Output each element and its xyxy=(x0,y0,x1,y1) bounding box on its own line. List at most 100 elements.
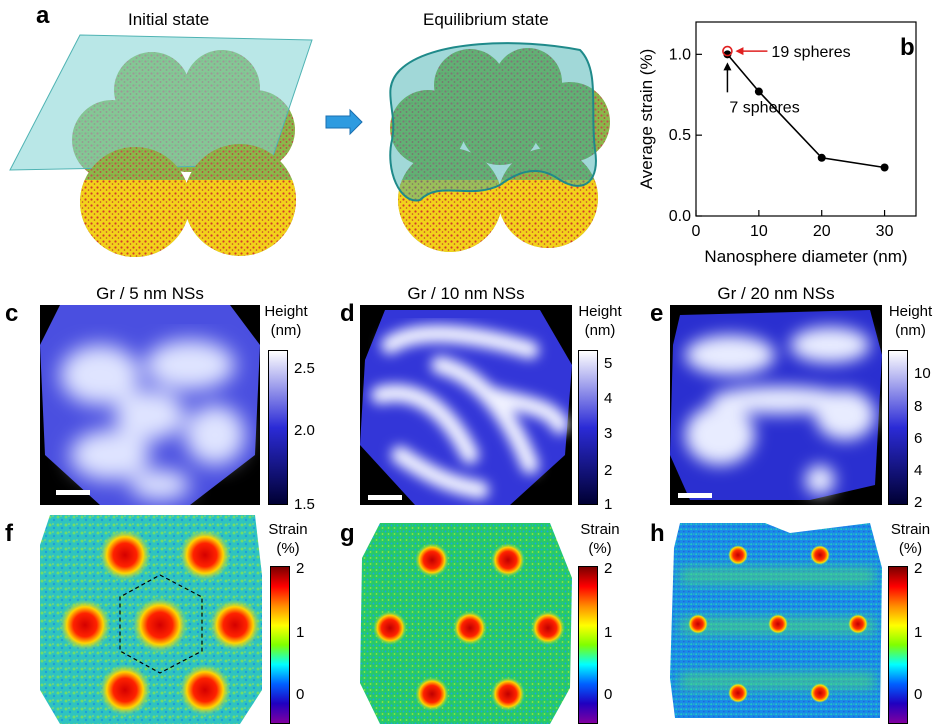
colorbar-title-h: Strain (%) xyxy=(890,521,931,557)
annotation-7-spheres: 7 spheres xyxy=(729,99,799,116)
strain-hotspot xyxy=(99,664,151,716)
tick-label: 1 xyxy=(914,624,923,641)
strain-hotspot xyxy=(209,599,261,651)
height-map-e xyxy=(670,305,882,505)
colorbar-h xyxy=(888,566,908,724)
strain-hotspot xyxy=(531,611,565,645)
colorbar-title-d: Height (nm) xyxy=(578,303,622,339)
nanosphere xyxy=(530,82,610,162)
scale-bar xyxy=(678,493,712,498)
colorbar-title-f: Strain (%) xyxy=(268,521,308,557)
y-axis: 0.0 0.5 1.0 xyxy=(669,46,702,225)
colorbar-f xyxy=(270,566,290,724)
strain-hotspot xyxy=(415,677,449,711)
tick-label: 2 xyxy=(604,462,613,479)
strain-hotspot xyxy=(179,664,231,716)
graphene-sheet xyxy=(9,34,313,171)
annotation-arrowhead-7 xyxy=(723,62,732,71)
tick-label: 5 xyxy=(604,355,613,372)
tick-label: 0 xyxy=(604,686,613,703)
equilibrium-state-title: Equilibrium state xyxy=(423,10,549,29)
strain-hotspot xyxy=(810,683,830,703)
panel-label-d: d xyxy=(340,300,355,327)
panel-e-title: Gr / 20 nm NSs xyxy=(717,284,835,303)
strain-hotspot xyxy=(848,614,868,634)
x-tick-label: 30 xyxy=(876,223,894,240)
initial-state-illustration xyxy=(9,34,313,257)
strain-hotspot xyxy=(728,683,748,703)
chart-frame xyxy=(695,21,917,217)
panel-label-b: b xyxy=(900,34,915,61)
x-tick-label: 0 xyxy=(692,223,701,240)
nanosphere-lower-half xyxy=(498,180,598,248)
x-tick-label: 10 xyxy=(750,223,768,240)
strain-hotspot xyxy=(728,545,748,565)
data-point-19-spheres xyxy=(722,45,733,57)
tick-label: 4 xyxy=(604,390,613,407)
strain-map-h xyxy=(670,518,882,724)
strain-hotspot xyxy=(99,529,151,581)
tick-label: 1 xyxy=(296,624,305,641)
colorbar-title-c: Height (nm) xyxy=(264,303,308,339)
annotations: 19 spheres 7 spheres xyxy=(723,44,851,116)
tick-label: 10 xyxy=(914,365,931,382)
scale-bar xyxy=(56,490,90,495)
panel-label-e: e xyxy=(650,300,664,327)
tick-label: 6 xyxy=(914,430,923,447)
series-line xyxy=(722,45,889,172)
annotation-arrowhead-19 xyxy=(735,47,744,56)
tick-label: 8 xyxy=(914,398,923,415)
panel-label-f: f xyxy=(5,520,13,547)
height-map-d xyxy=(360,305,572,505)
tick-label: 2.0 xyxy=(294,422,315,439)
y-tick-label: 0.0 xyxy=(669,208,691,225)
y-tick-label: 1.0 xyxy=(669,46,691,63)
colorbar-c xyxy=(268,350,288,505)
nanosphere-lower-half xyxy=(184,180,296,256)
tick-label: 1.5 xyxy=(294,496,315,513)
tick-label: 0 xyxy=(296,686,305,703)
colorbar-d xyxy=(578,350,598,505)
strain-map-f xyxy=(40,515,262,724)
nanosphere-lower-half xyxy=(398,180,502,252)
y-tick-label: 0.5 xyxy=(669,127,691,144)
tick-label: 2 xyxy=(914,560,923,577)
panel-label-g: g xyxy=(340,520,355,547)
data-point xyxy=(880,163,889,172)
tick-label: 2.5 xyxy=(294,360,315,377)
tick-label: 0 xyxy=(914,686,923,703)
colorbar-g xyxy=(578,566,598,724)
transition-arrow-icon xyxy=(325,108,363,136)
panel-label-h: h xyxy=(650,520,665,547)
tick-label: 2 xyxy=(914,494,923,511)
series-polyline xyxy=(726,53,885,169)
annotation-19-spheres: 19 spheres xyxy=(771,44,850,61)
strain-hotspot xyxy=(132,597,188,653)
hexagon-outline xyxy=(119,574,203,674)
strain-hotspot xyxy=(688,614,708,634)
panel-c-title: Gr / 5 nm NSs xyxy=(96,284,204,303)
strain-map-g xyxy=(360,518,572,724)
tick-label: 1 xyxy=(604,496,613,513)
strain-hotspot xyxy=(59,599,111,651)
panel-d-title: Gr / 10 nm NSs xyxy=(407,284,525,303)
initial-state-title: Initial state xyxy=(128,10,210,29)
nanosphere xyxy=(460,85,540,165)
strain-hotspot xyxy=(768,614,788,634)
nanosphere xyxy=(390,90,466,166)
tick-label: 4 xyxy=(914,462,923,479)
data-point xyxy=(754,87,763,96)
y-axis-label: Average strain (%) xyxy=(637,49,656,189)
x-axis-label: Nanosphere diameter (nm) xyxy=(704,247,907,266)
strain-vs-diameter-chart: 0 10 20 30 0.0 0.5 1.0 Nanosphere diameter (n… xyxy=(637,21,917,266)
colorbar-title-g: Strain (%) xyxy=(580,521,620,557)
tick-label: 3 xyxy=(604,425,613,442)
colorbar-title-e: Height (nm) xyxy=(888,303,933,339)
scale-bar xyxy=(368,495,402,500)
strain-hotspot xyxy=(810,545,830,565)
colorbar-e xyxy=(888,350,908,505)
panel-label-a: a xyxy=(36,2,50,29)
data-point xyxy=(723,50,732,59)
data-point xyxy=(817,153,826,162)
nanosphere-lower-half xyxy=(80,180,190,257)
